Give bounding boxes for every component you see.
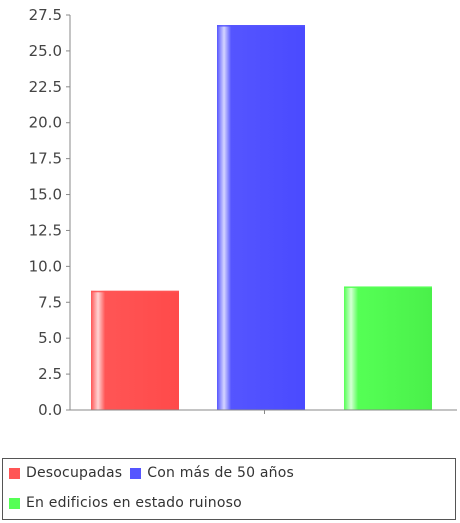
- y-axis: 0.0 2.5 5.0 7.5 10.0 12.5 15.0 17.5 20.0 22.5 25.0…: [29, 6, 71, 419]
- legend-label-ruinoso: En edificios en estado ruinoso: [26, 495, 242, 511]
- bar-2: [217, 25, 305, 411]
- y-tick-label: 10.0: [29, 257, 62, 275]
- chart-canvas: 0.0 2.5 5.0 7.5 10.0 12.5 15.0 17.5 20.0 22.5 25.0…: [29, 6, 457, 419]
- bar-1: [91, 290, 179, 410]
- legend: Desocupadas Con más de 50 años En edific…: [2, 458, 456, 520]
- bars: [91, 25, 432, 411]
- y-tick-label: 25.0: [29, 42, 62, 60]
- legend-swatch-con-mas-de-50: [130, 467, 142, 479]
- bar-top-edge: [91, 290, 179, 293]
- y-tick-label: 20.0: [29, 114, 62, 132]
- y-tick-label: 7.5: [38, 293, 62, 311]
- y-tick-label: 5.0: [38, 329, 62, 347]
- y-tick-label: 12.5: [29, 221, 62, 239]
- y-tick-label: 15.0: [29, 186, 62, 204]
- legend-swatch-ruinoso: [9, 497, 20, 509]
- legend-row-2: En edificios en estado ruinoso: [9, 492, 242, 514]
- bar-top-edge: [344, 286, 432, 288]
- bar-top-edge: [217, 25, 305, 27]
- x-axis: [70, 409, 457, 414]
- legend-label-desocupadas: Desocupadas: [26, 465, 123, 481]
- legend-row-1: Desocupadas Con más de 50 años: [9, 462, 294, 484]
- legend-label-con-mas-de-50: Con más de 50 años: [147, 465, 295, 481]
- y-tick-label: 0.0: [38, 401, 62, 419]
- bar-3: [344, 286, 432, 410]
- y-tick-label: 27.5: [29, 6, 62, 24]
- bar-chart: 0.0 2.5 5.0 7.5 10.0 12.5 15.0 17.5 20.0 22.5 25.0…: [29, 6, 457, 419]
- y-tick-label: 2.5: [38, 365, 62, 383]
- y-tick-label: 17.5: [29, 150, 62, 168]
- y-tick-label: 22.5: [29, 78, 62, 96]
- legend-swatch-desocupadas: [9, 467, 20, 479]
